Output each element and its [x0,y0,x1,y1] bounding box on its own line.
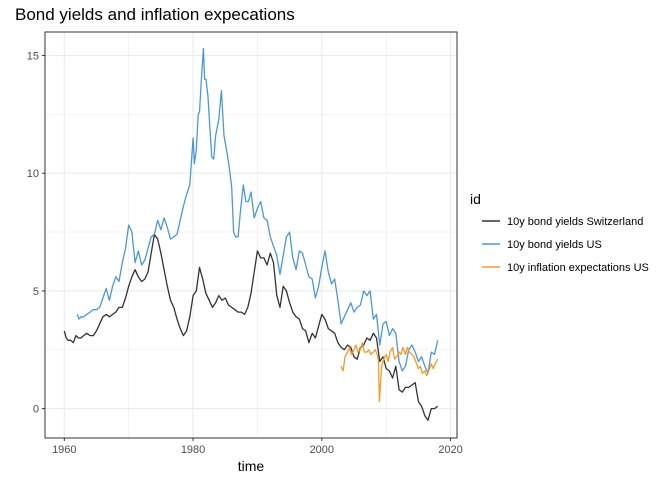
panel-border [44,31,458,439]
y-tick-label: 15 [27,51,39,63]
x-tick-label: 1980 [181,444,205,456]
x-axis-title: time [238,458,265,474]
legend-label: 10y bond yields Switzerland [507,216,643,228]
x-tick-label: 2020 [438,444,462,456]
y-tick-label: 0 [33,404,39,416]
x-tick-label: 1960 [52,444,76,456]
plot-panel [45,32,457,438]
legend-title: id [470,191,481,207]
series-line-0 [63,233,439,421]
legend-label: 10y bond yields US [507,239,602,251]
y-tick-label: 5 [33,286,39,298]
chart-title: Bond yields and inflation expecations [15,5,295,24]
legend-label: 10y inflation expectations US [507,262,649,274]
minor-gridlines [45,32,457,438]
major-gridlines [45,32,457,438]
y-tick-label: 10 [27,168,39,180]
series-line-1 [76,47,439,374]
x-axis: 1960 1980 2000 2020 [52,438,463,456]
y-axis: 0 5 10 15 [27,51,45,416]
x-tick-label: 2000 [310,444,334,456]
legend: id 10y bond yields Switzerland 10y bond y… [470,191,649,274]
series-line-2 [340,342,439,403]
series-layer [63,47,439,421]
